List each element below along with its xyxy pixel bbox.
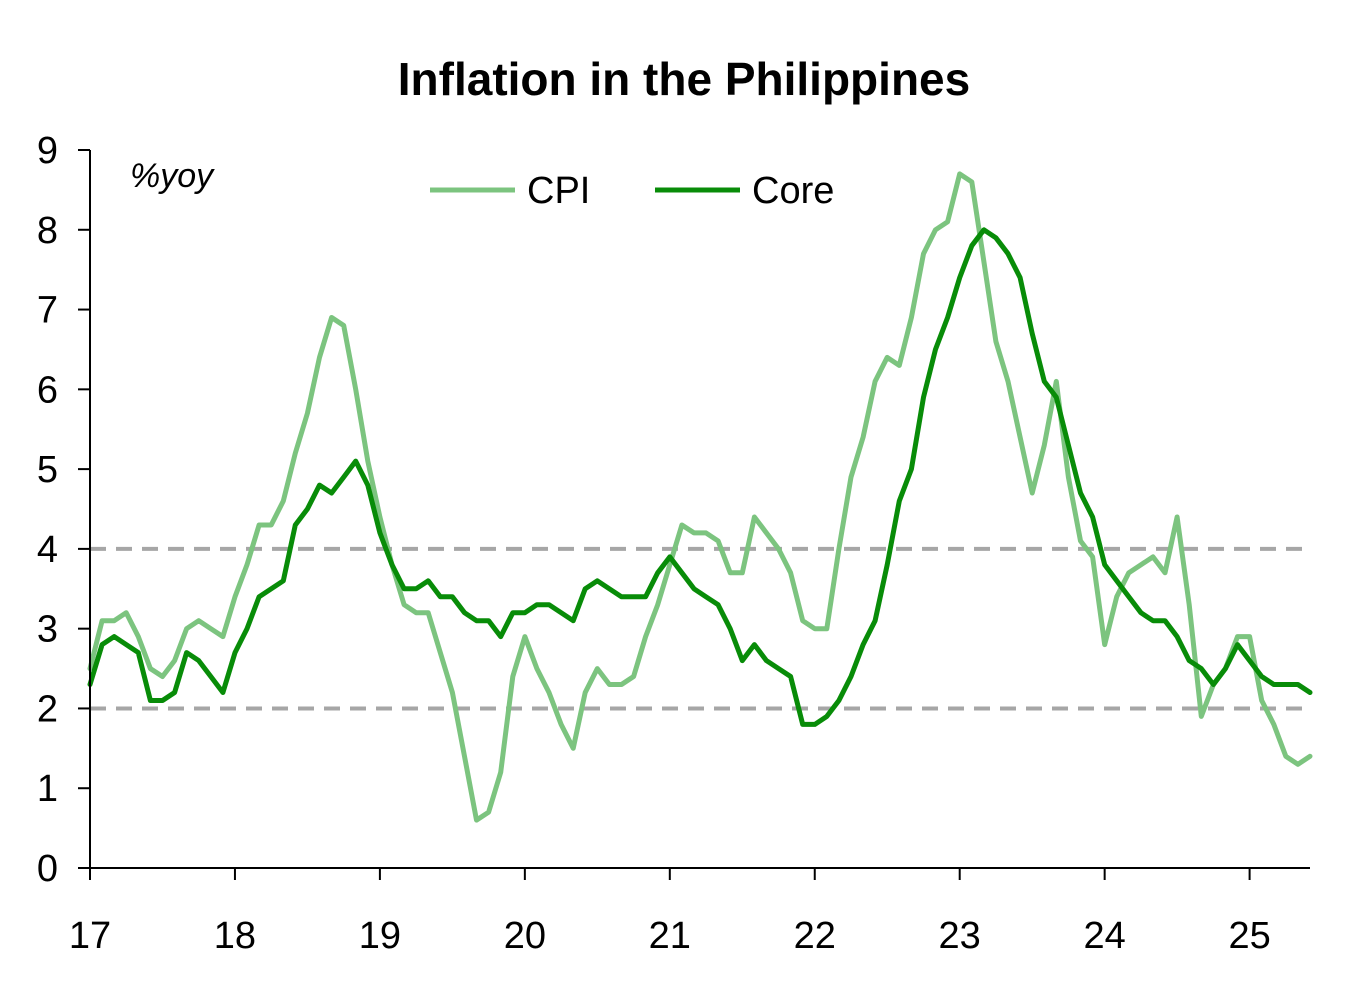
x-tick-label: 25 xyxy=(1228,915,1270,957)
y-tick-label: 8 xyxy=(37,210,58,252)
x-tick-label: 21 xyxy=(649,915,691,957)
x-tick-label: 19 xyxy=(359,915,401,957)
chart-title: Inflation in the Philippines xyxy=(398,53,970,105)
y-tick-label: 9 xyxy=(37,130,58,172)
x-tick-label: 18 xyxy=(214,915,256,957)
y-tick-label: 4 xyxy=(37,529,58,571)
y-tick-label: 3 xyxy=(37,609,58,651)
x-tick-label: 17 xyxy=(69,915,111,957)
legend-label-cpi: CPI xyxy=(527,170,590,212)
series-layer xyxy=(87,171,1313,823)
y-tick-label: 6 xyxy=(37,369,58,411)
series-line-cpi xyxy=(87,171,1313,823)
x-tick-label: 23 xyxy=(939,915,981,957)
x-tick-label: 20 xyxy=(504,915,546,957)
x-tick-label: 24 xyxy=(1084,915,1126,957)
series-line-core xyxy=(87,227,1313,727)
y-tick-label: 7 xyxy=(37,290,58,332)
x-tick-label: 22 xyxy=(794,915,836,957)
unit-label: %yoy xyxy=(130,157,215,195)
legend: CPI Core xyxy=(430,170,834,212)
y-tick-label: 5 xyxy=(37,449,58,491)
legend-label-core: Core xyxy=(752,170,834,212)
reference-lines xyxy=(90,546,1310,711)
y-tick-label: 2 xyxy=(37,688,58,730)
y-tick-label: 0 xyxy=(37,848,58,890)
y-tick-label: 1 xyxy=(37,768,58,810)
